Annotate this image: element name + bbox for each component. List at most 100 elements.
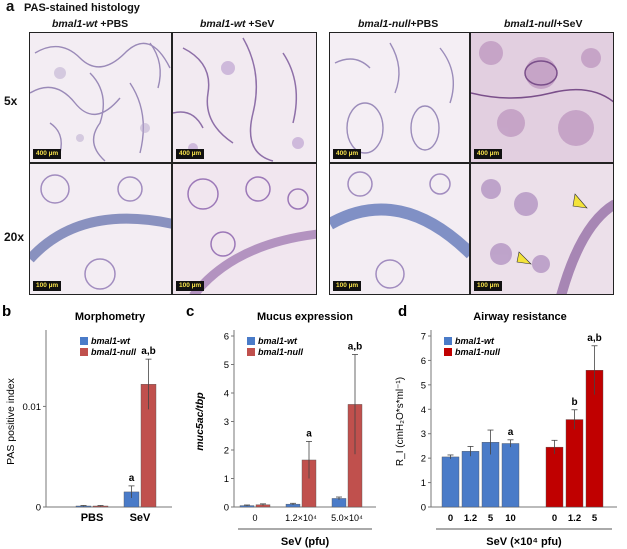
- chart-d-x-tick-label: 10: [505, 513, 516, 524]
- chart-c-significance-label: a: [306, 428, 312, 439]
- micrograph-wt-sev-20x: 100 µm: [172, 163, 317, 295]
- chart-b-x-tick-label: SeV: [130, 512, 151, 524]
- chart-d-y-tick-label: 1: [421, 478, 426, 489]
- row-label-5x: 5x: [4, 94, 18, 108]
- chart-d-y-label: R_I (cmH₂O*s*ml⁻¹): [395, 377, 406, 466]
- micrograph-null-pbs-20x: 100 µm: [329, 163, 470, 295]
- chart-b-legend-label: bmal1-null: [91, 347, 137, 357]
- chart-d-x-tick-label: 1.2: [568, 513, 581, 524]
- chart-d-bar: [545, 446, 564, 508]
- column-header-2: bmal1-wt +SeV: [200, 18, 274, 30]
- tissue-image: [30, 33, 171, 162]
- tissue-image: [471, 33, 613, 162]
- chart-d-bar: [441, 456, 460, 508]
- panel-a-title: PAS-stained histology: [24, 2, 140, 14]
- chart-d-letter: d: [398, 303, 407, 320]
- chart-d-x-tick-label: 5: [592, 513, 598, 524]
- chart-b-x-tick-label: PBS: [81, 512, 104, 524]
- chart-c-y-tick-label: 6: [224, 332, 229, 343]
- chart-c-legend-label: bmal1-null: [258, 347, 304, 357]
- chart-d-y-tick-label: 3: [421, 429, 426, 440]
- micrograph-null-sev-20x: 100 µm: [470, 163, 614, 295]
- chart-d-y-tick-label: 0: [421, 503, 426, 514]
- chart-d-y-tick-label: 4: [421, 405, 426, 416]
- column-header-4-genotype: bmal1-null: [504, 18, 557, 30]
- chart-b-significance-label: a: [129, 473, 135, 484]
- column-header-3-treatment: +PBS: [410, 18, 439, 30]
- chart-d-legend-label: bmal1-wt: [455, 336, 495, 346]
- chart-c-x-tick-label: 5.0×10⁴: [331, 513, 363, 523]
- scalebar: 400 µm: [333, 149, 362, 159]
- chart-c-y-tick-label: 5: [224, 360, 229, 371]
- micrograph-null-pbs-5x: 400 µm: [329, 32, 470, 163]
- tissue-image: [30, 164, 171, 294]
- micrograph-wt-pbs-5x: 400 µm: [29, 32, 172, 163]
- scalebar: 100 µm: [474, 281, 503, 291]
- scalebar: 400 µm: [176, 149, 205, 159]
- chart-d-bar: [501, 443, 520, 508]
- chart-c-x-tick-label: 1.2×10⁴: [285, 513, 317, 523]
- tissue-image: [173, 33, 316, 162]
- column-header-2-treatment: +SeV: [245, 18, 275, 30]
- column-header-1-genotype: bmal1-wt: [52, 18, 98, 30]
- chart-c-y-tick-label: 2: [224, 446, 229, 457]
- arrowhead-marker: [516, 193, 588, 265]
- chart-d-bar: [461, 451, 480, 508]
- column-header-3: bmal1-null+PBS: [358, 18, 438, 30]
- scalebar: 100 µm: [176, 281, 205, 291]
- tissue-image: [471, 164, 613, 294]
- chart-d-x-tick-label: 0: [448, 513, 453, 524]
- column-header-4: bmal1-null+SeV: [504, 18, 583, 30]
- chart-c-y-tick-label: 0: [224, 503, 229, 514]
- column-header-4-treatment: +SeV: [556, 18, 583, 30]
- chart-b-legend-label: bmal1-wt: [91, 336, 131, 346]
- tissue-image: [330, 33, 469, 162]
- chart-c-legend-swatch: [247, 337, 255, 345]
- micrograph-wt-sev-5x: 400 µm: [172, 32, 317, 163]
- chart-c-title: Mucus expression: [257, 311, 353, 323]
- tissue-image: [173, 164, 316, 294]
- chart-c-y-tick-label: 3: [224, 417, 229, 428]
- chart-d-title: Airway resistance: [473, 311, 567, 323]
- chart-d-legend-swatch: [444, 348, 452, 356]
- chart-d-significance-label: b: [571, 397, 577, 408]
- column-header-2-genotype: bmal1-wt: [200, 18, 246, 30]
- chart-d-y-tick-label: 2: [421, 454, 426, 465]
- chart-b-y-label: PAS positive index: [5, 377, 17, 465]
- chart-d-legend-swatch: [444, 337, 452, 345]
- scalebar: 400 µm: [33, 149, 62, 159]
- chart-c-x-label: SeV (pfu): [281, 536, 330, 548]
- chart-b-title: Morphometry: [75, 311, 146, 323]
- chart-c-legend-swatch: [247, 348, 255, 356]
- row-label-20x: 20x: [4, 230, 25, 244]
- column-header-1: bmal1-wt +PBS: [52, 18, 128, 30]
- chart-d-y-tick-label: 5: [421, 380, 426, 391]
- micrograph-null-sev-5x: 400 µm: [470, 32, 614, 163]
- chart-d-x-tick-label: 5: [488, 513, 494, 524]
- chart-c-x-tick-label: 0: [252, 513, 257, 523]
- chart-d-x-label: SeV (×10⁴ pfu): [486, 536, 562, 548]
- chart-b-legend-swatch: [80, 348, 88, 356]
- panel-a-letter: a: [6, 0, 15, 15]
- column-header-3-genotype: bmal1-null: [358, 18, 411, 30]
- tissue-image: [330, 164, 469, 294]
- chart-d-bar: [565, 419, 584, 508]
- chart-c-significance-label: a,b: [348, 342, 362, 353]
- chart-b-letter: b: [2, 303, 11, 320]
- scalebar: 100 µm: [333, 281, 362, 291]
- chart-c-y-tick-label: 1: [224, 474, 229, 485]
- chart-c-y-label: muc5ac/tbp: [194, 392, 206, 451]
- column-header-1-treatment: +PBS: [97, 18, 129, 30]
- chart-d-x-tick-label: 1.2: [464, 513, 477, 524]
- chart-d-x-tick-label: 0: [552, 513, 557, 524]
- chart-c-y-tick-label: 4: [224, 389, 229, 400]
- chart-b-y-tick-label: 0: [36, 503, 41, 514]
- chart-c-letter: c: [186, 303, 194, 320]
- chart-d-significance-label: a: [508, 427, 514, 438]
- chart-d-significance-label: a,b: [587, 333, 601, 344]
- chart-d-y-tick-label: 6: [421, 356, 426, 367]
- charts-svg: b Morphometry 0 0.01 PAS positive index bmal1…: [2, 303, 617, 548]
- chart-b-y-tick-label: 0.01: [23, 402, 42, 413]
- chart-b-significance-label: a,b: [141, 346, 155, 357]
- chart-b-legend-swatch: [80, 337, 88, 345]
